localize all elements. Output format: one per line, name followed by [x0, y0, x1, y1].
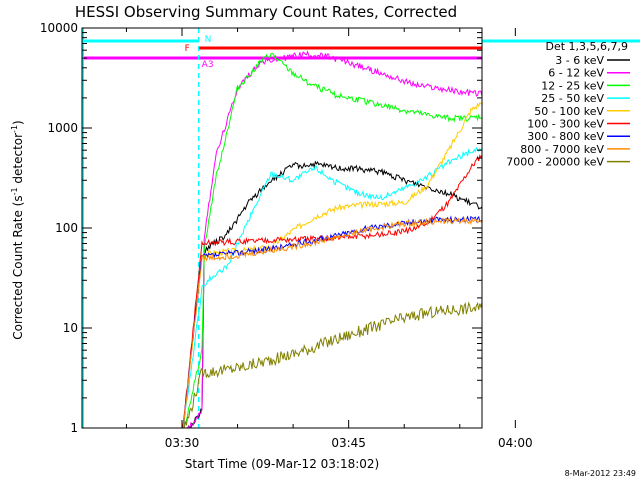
legend-label: 3 - 6 keV: [555, 54, 604, 67]
x-axis-label: Start Time (09-Mar-12 03:18:02): [185, 457, 379, 471]
series-line-1: [182, 160, 482, 428]
x-tick-label: 03:45: [331, 436, 366, 450]
legend-header: Det 1,3,5,6,7,9: [545, 40, 628, 53]
legend-label: 50 - 100 keV: [534, 105, 604, 118]
y-tick-label: 1: [70, 421, 78, 435]
x-tick-label: 04:00: [498, 436, 533, 450]
series-line-9: [182, 301, 482, 428]
legend-label: 100 - 300 keV: [527, 118, 604, 131]
series-line-7: [182, 215, 482, 428]
legend-label: 25 - 50 keV: [541, 92, 604, 105]
flag-label-n: N: [205, 35, 212, 45]
footer-date: 8-Mar-2012 23:49: [565, 469, 636, 478]
y-tick-label: 10000: [40, 21, 78, 35]
x-tick-label: 03:30: [165, 436, 200, 450]
legend-label: 12 - 25 keV: [541, 79, 604, 92]
flag-label-f: F: [185, 44, 190, 54]
flag-bars: N F A3: [82, 28, 640, 428]
series-line-8: [182, 216, 482, 428]
y-tick-label: 100: [55, 221, 78, 235]
legend-label: 7000 - 20000 keV: [506, 156, 604, 169]
y-axis-ticks: 1 10 100 1000 10000: [40, 21, 482, 435]
series-line-6: [181, 153, 482, 428]
flag-label-a3: A3: [202, 60, 214, 70]
y-axis-label: Corrected Count Rate (s-1 detector-1): [10, 120, 25, 339]
legend-label: 800 - 7000 keV: [520, 143, 604, 156]
series-line-3: [182, 52, 482, 428]
legend-label: 300 - 800 keV: [527, 130, 604, 143]
chart-title: HESSI Observing Summary Count Rates, Cor…: [75, 3, 457, 21]
y-tick-label: 10: [63, 321, 78, 335]
series-line-4: [182, 146, 482, 428]
plot-frame: [81, 27, 483, 429]
y-tick-label: 1000: [47, 121, 78, 135]
series-line-5: [181, 102, 482, 428]
legend-label: 6 - 12 keV: [548, 67, 604, 80]
plot-area: [181, 50, 482, 428]
series-line-2: [182, 50, 482, 428]
